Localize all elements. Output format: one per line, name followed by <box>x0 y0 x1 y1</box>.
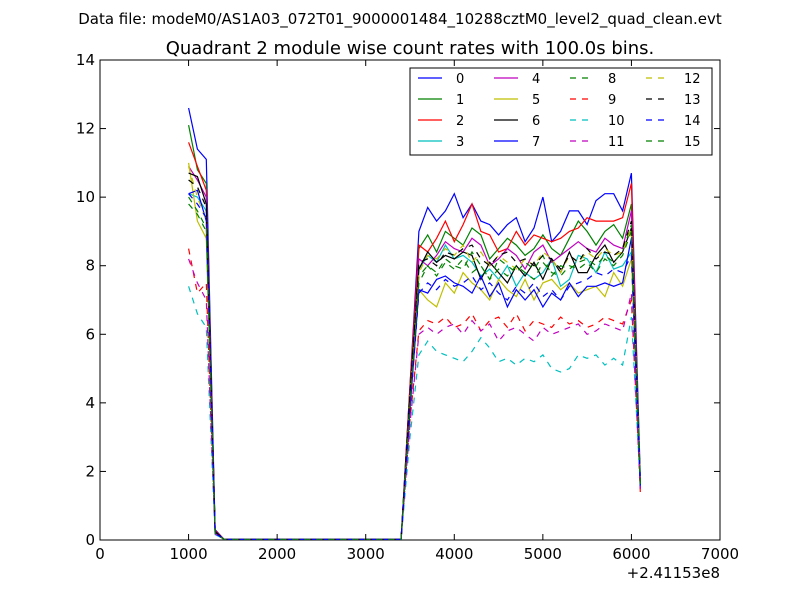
y-tick-label: 14 <box>76 51 95 69</box>
x-tick-label: 2000 <box>258 545 296 563</box>
x-tick-label: 6000 <box>612 545 650 563</box>
x-tick-label: 1000 <box>169 545 207 563</box>
x-tick-label: 7000 <box>701 545 739 563</box>
legend-label-10: 10 <box>608 114 625 129</box>
chart-suptitle: Data file: modeM0/AS1A03_072T01_90000014… <box>78 10 722 29</box>
series-line-9 <box>188 248 641 540</box>
legend-label-15: 15 <box>684 135 701 150</box>
y-tick-label: 8 <box>85 257 95 275</box>
legend-label-8: 8 <box>608 72 616 87</box>
legend-label-9: 9 <box>608 93 616 108</box>
legend-label-0: 0 <box>456 72 464 87</box>
y-tick-label: 10 <box>76 188 95 206</box>
series-layer <box>188 107 641 540</box>
legend-label-1: 1 <box>456 93 464 108</box>
y-tick-label: 6 <box>85 325 95 343</box>
legend-label-2: 2 <box>456 114 464 129</box>
legend-label-3: 3 <box>456 135 464 150</box>
x-axis-offset-label: +2.41153e8 <box>627 564 720 582</box>
series-line-10 <box>188 286 641 540</box>
legend-label-12: 12 <box>684 72 701 87</box>
legend-label-5: 5 <box>532 93 540 108</box>
legend-label-11: 11 <box>608 135 625 150</box>
series-line-14 <box>188 193 641 540</box>
legend-label-7: 7 <box>532 135 540 150</box>
y-tick-label: 2 <box>85 462 95 480</box>
legend-label-4: 4 <box>532 72 540 87</box>
y-tick-label: 12 <box>76 120 95 138</box>
series-line-15 <box>188 196 641 540</box>
legend-label-14: 14 <box>684 114 701 129</box>
y-tick-label: 0 <box>85 531 95 549</box>
x-tick-label: 4000 <box>435 545 473 563</box>
legend-label-13: 13 <box>684 93 701 108</box>
chart-title: Quadrant 2 module wise count rates with … <box>166 38 655 59</box>
legend-label-6: 6 <box>532 114 540 129</box>
x-tick-label: 0 <box>95 545 105 563</box>
y-tick-label: 4 <box>85 394 95 412</box>
x-tick-label: 3000 <box>347 545 385 563</box>
x-tick-label: 5000 <box>524 545 562 563</box>
